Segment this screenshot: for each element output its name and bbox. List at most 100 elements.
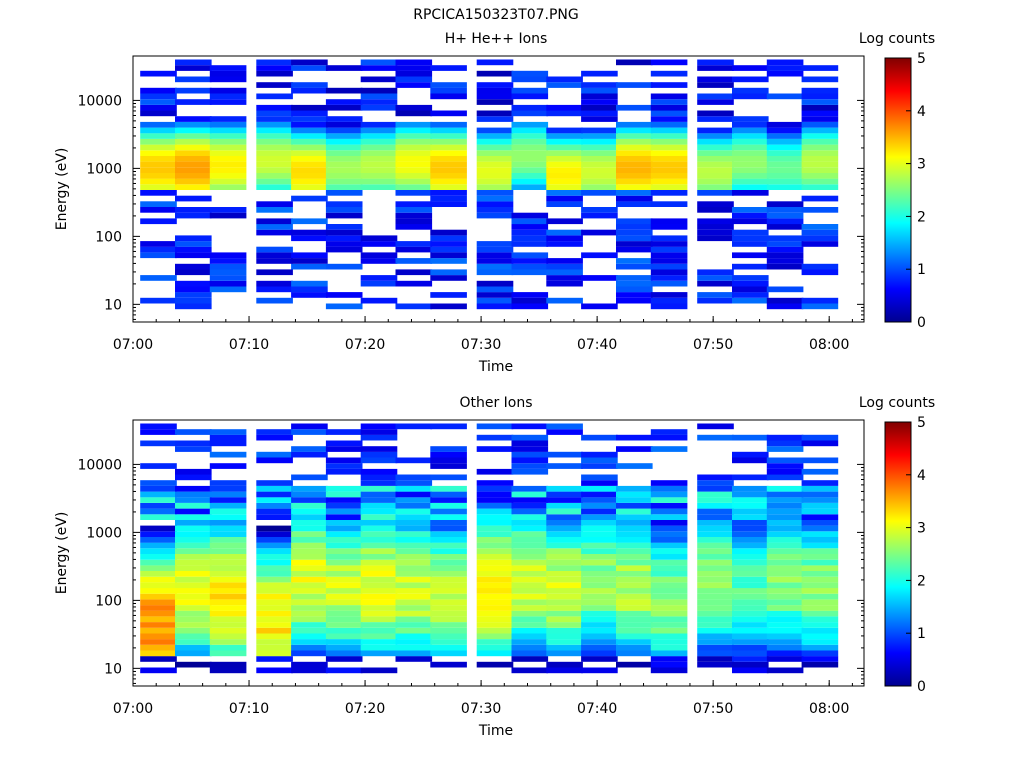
heatmap-cell — [732, 167, 769, 173]
heatmap-cell — [581, 582, 618, 589]
heatmap-cell — [616, 576, 653, 583]
heatmap-cell — [581, 480, 618, 486]
heatmap-cell — [175, 127, 212, 134]
heatmap-cell — [430, 542, 467, 549]
heatmap-cell — [360, 178, 398, 185]
heatmap-cell — [209, 161, 247, 168]
x-tick-label: 07:40 — [577, 701, 617, 717]
heatmap-cell — [581, 644, 618, 651]
heatmap-cell — [650, 610, 688, 617]
heatmap-cell — [732, 138, 769, 145]
heatmap-cell — [511, 110, 549, 117]
heatmap-cell — [175, 485, 212, 492]
heatmap-cell — [511, 423, 549, 430]
heatmap-cell — [291, 292, 328, 298]
heatmap-cell — [325, 184, 363, 190]
heatmap-cell — [650, 429, 688, 435]
heatmap-cell — [256, 531, 293, 537]
heatmap-cell — [766, 616, 804, 623]
heatmap-cell — [801, 576, 839, 583]
heatmap-cell — [546, 622, 583, 628]
heatmap-cell — [766, 593, 804, 600]
heatmap-cell — [732, 76, 769, 83]
heatmap-cell — [430, 661, 467, 668]
heatmap-cell — [430, 144, 467, 151]
heatmap-cell — [801, 184, 839, 190]
y-tick-label: 100 — [95, 229, 122, 245]
heatmap-cell — [430, 633, 467, 640]
heatmap-cell — [209, 548, 247, 554]
heatmap-cell — [430, 474, 467, 481]
heatmap-cell — [697, 576, 734, 583]
heatmap-cell — [546, 571, 583, 577]
x-tick-label: 07:30 — [461, 337, 501, 353]
heatmap-cell — [697, 201, 734, 207]
heatmap-cell — [766, 59, 804, 66]
heatmap-cell — [650, 110, 688, 117]
heatmap-cell — [256, 59, 293, 66]
heatmap-cell — [801, 235, 839, 242]
heatmap-cell — [511, 463, 549, 469]
heatmap-cell — [256, 297, 293, 304]
heatmap-cell — [697, 525, 734, 532]
heatmap-cell — [476, 622, 514, 628]
heatmap-cell — [325, 87, 363, 94]
heatmap-cell — [766, 161, 804, 168]
heatmap-cell — [546, 184, 583, 190]
heatmap-cell — [801, 297, 839, 304]
heatmap-cell — [395, 627, 433, 634]
heatmap-cell — [546, 173, 583, 179]
heatmap-cell — [697, 502, 734, 509]
heatmap-cell — [546, 644, 583, 651]
heatmap-cell — [732, 280, 769, 287]
heatmap-cell — [546, 82, 583, 88]
heatmap-cell — [256, 667, 293, 674]
heatmap-cell — [209, 93, 247, 100]
heatmap-cell — [511, 70, 549, 77]
heatmap-cell — [325, 616, 363, 623]
heatmap-cell — [766, 525, 804, 532]
heatmap-cell — [291, 554, 328, 560]
heatmap-cell — [256, 218, 293, 225]
heatmap-cell — [801, 150, 839, 156]
heatmap-cell — [650, 280, 688, 287]
heatmap-cell — [256, 627, 293, 634]
heatmap-cell — [476, 195, 514, 202]
heatmap-cell — [476, 519, 514, 526]
heatmap-cell — [697, 297, 734, 304]
heatmap-cell — [511, 633, 549, 640]
heatmap-cell — [175, 531, 212, 537]
x-tick-label: 07:20 — [345, 337, 385, 353]
heatmap-cell — [209, 434, 247, 441]
heatmap-cell — [140, 127, 177, 134]
heatmap-cell — [291, 508, 328, 515]
heatmap-cell — [140, 559, 177, 566]
heatmap-cell — [291, 514, 328, 520]
heatmap-cell — [801, 497, 839, 503]
heatmap-cell — [801, 195, 839, 202]
heatmap-cell — [360, 133, 398, 139]
heatmap-cell — [801, 127, 839, 134]
heatmap-cell — [650, 144, 688, 151]
heatmap-cell — [697, 644, 734, 651]
heatmap-cell — [697, 280, 734, 287]
heatmap-cell — [291, 161, 328, 168]
heatmap-cell — [476, 252, 514, 259]
heatmap-cell — [511, 508, 549, 515]
x-tick-label: 07:30 — [461, 701, 501, 717]
heatmap-cell — [291, 485, 328, 492]
heatmap-cell — [256, 224, 293, 230]
heatmap-cell — [581, 99, 618, 105]
heatmap-cell — [650, 434, 688, 441]
heatmap-cell — [616, 616, 653, 623]
heatmap-cell — [650, 514, 688, 520]
heatmap-cell — [395, 480, 433, 486]
heatmap-cell — [140, 423, 177, 430]
heatmap-cell — [697, 116, 734, 122]
figure-title: RPCICA150323T07.PNG — [413, 7, 578, 23]
heatmap-cell — [581, 633, 618, 640]
heatmap-cell — [395, 138, 433, 145]
heatmap-cell — [209, 184, 247, 190]
heatmap-cell — [476, 144, 514, 151]
heatmap-cell — [732, 593, 769, 600]
